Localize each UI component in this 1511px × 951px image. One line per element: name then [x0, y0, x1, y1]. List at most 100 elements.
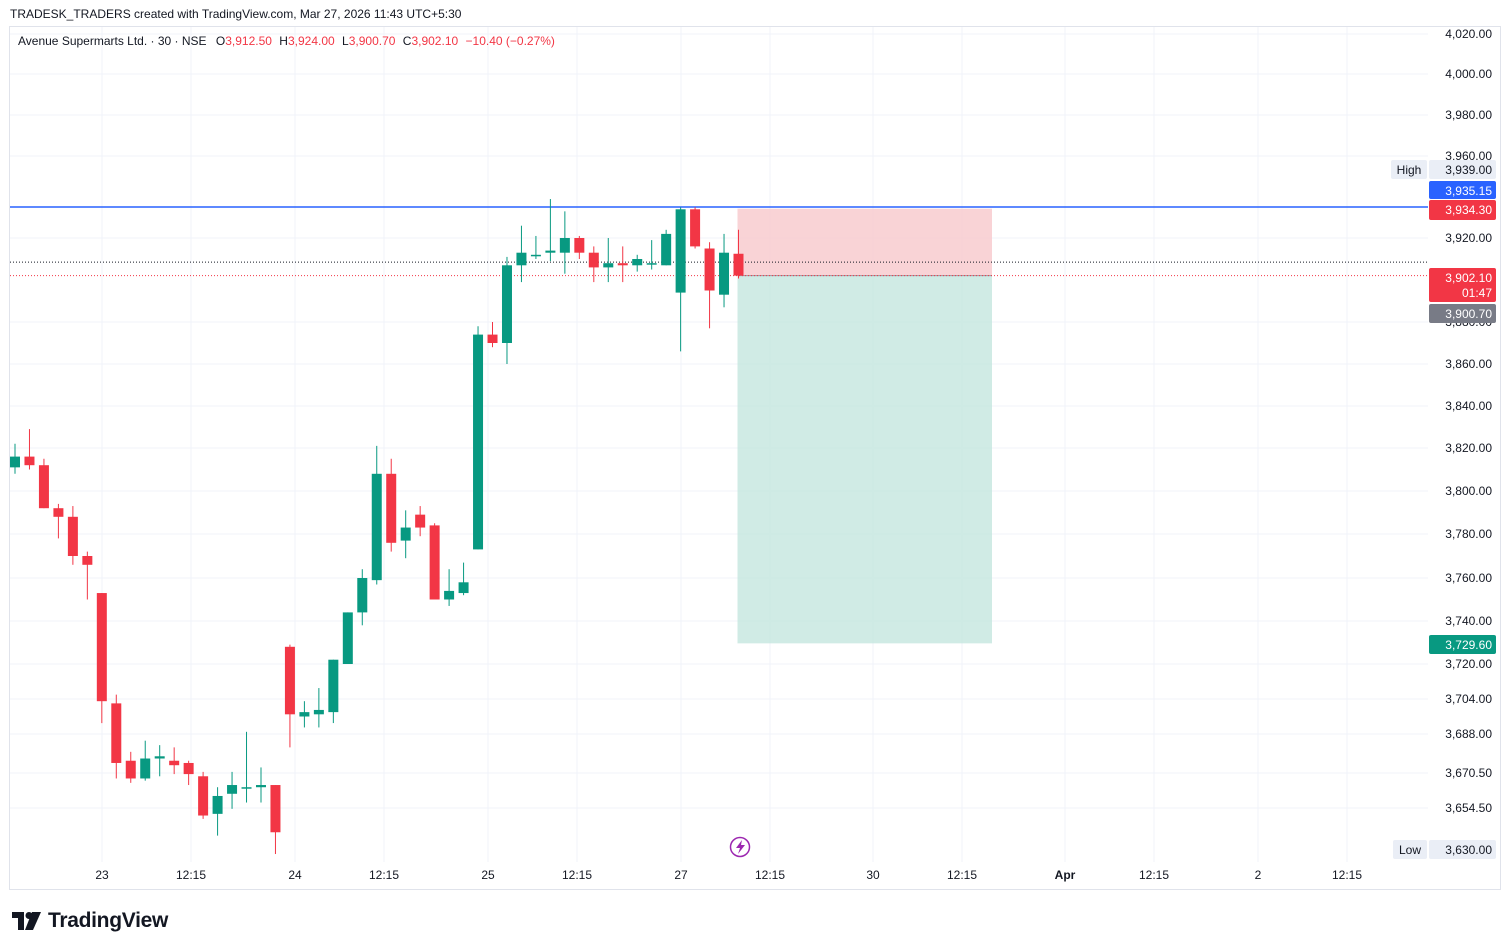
candle	[111, 694, 122, 779]
candle-body	[342, 612, 353, 664]
tradingview-wordmark: TradingView	[48, 909, 169, 932]
candle-body	[357, 578, 368, 613]
candle-body	[154, 756, 165, 759]
candle-body	[371, 473, 382, 581]
candle-body	[704, 248, 715, 291]
candle-body	[458, 582, 469, 594]
time-tick-label: 24	[288, 868, 302, 882]
candle-body	[661, 233, 672, 266]
candle	[328, 659, 339, 724]
candle-body	[386, 473, 397, 543]
candle	[444, 569, 455, 606]
candle	[96, 593, 107, 724]
tradingview-logo[interactable]: TradingView	[12, 908, 168, 934]
candle-body	[125, 760, 136, 779]
candle	[516, 225, 527, 283]
candlestick-chart[interactable]: 4,020.00 4,000.00 3,980.00 3,960.00 3,920.00…	[0, 0, 1511, 900]
candle	[429, 523, 440, 600]
candle	[284, 644, 295, 748]
candle	[255, 767, 266, 803]
candle-body	[646, 263, 657, 265]
high-value-badge-bg	[1429, 160, 1496, 179]
high-value-badge: 3,939.00	[1429, 160, 1496, 179]
time-tick-label: 25	[481, 868, 495, 882]
candle	[198, 771, 209, 819]
candle	[719, 233, 730, 308]
candle-body	[328, 659, 339, 713]
candle	[400, 510, 411, 559]
candle-body	[313, 709, 324, 715]
candle-body	[241, 787, 252, 789]
stop-badge-text: 3,934.30	[1445, 203, 1492, 217]
low-value-badge: 3,630.00	[1429, 840, 1496, 859]
candle	[690, 207, 701, 249]
candle	[386, 458, 397, 552]
target-badge-text: 3,729.60	[1445, 638, 1492, 652]
tradingview-mark-icon	[12, 912, 41, 930]
last-price-badge-text: 3,902.10	[1445, 271, 1492, 285]
high-tag-label: High	[1397, 163, 1422, 177]
candle-body	[212, 795, 223, 814]
candle-body	[169, 760, 180, 766]
candle	[501, 256, 512, 364]
candle-body	[719, 252, 730, 295]
time-tick-label: 12:15	[1332, 868, 1362, 882]
price-tick-label: 3,960.00	[1445, 149, 1492, 163]
symbol-legend: Avenue Supermarts Ltd. · 30 · NSE O3,912…	[18, 34, 555, 48]
open-value: 3,912.50	[225, 34, 272, 48]
time-tick-label: 2	[1255, 868, 1262, 882]
candle-body	[10, 456, 20, 468]
high-tag-bg	[1391, 160, 1427, 179]
candle	[487, 322, 498, 348]
candle-body	[444, 590, 455, 600]
price-tick-label: 3,840.00	[1445, 399, 1492, 413]
candle-body	[588, 252, 599, 268]
candle-body	[545, 250, 556, 253]
candle-body	[516, 252, 527, 266]
candle-body	[675, 209, 686, 293]
lightning-icon[interactable]	[729, 836, 751, 858]
candle	[82, 551, 93, 600]
close-value: 3,902.10	[411, 34, 459, 48]
candle	[458, 562, 469, 596]
candle	[661, 229, 672, 266]
low-tag-label: Low	[1399, 843, 1421, 857]
symbol-name: Avenue Supermarts Ltd. · 30 · NSE	[18, 34, 207, 48]
candle	[299, 701, 310, 728]
bar-low-badge-bg	[1429, 304, 1496, 323]
price-tick-label: 4,000.00	[1445, 67, 1492, 81]
candle-body	[227, 785, 238, 794]
price-tick-label: 3,688.00	[1445, 727, 1492, 741]
target-badge: 3,729.60	[1429, 635, 1496, 654]
candle-body	[617, 263, 628, 266]
candle-body	[603, 263, 614, 268]
candle	[125, 751, 136, 783]
candle	[473, 326, 484, 550]
price-tick-label: 3,860.00	[1445, 357, 1492, 371]
candle-body	[198, 776, 209, 816]
candle	[545, 199, 556, 262]
candle	[270, 785, 281, 855]
time-tick-label: Apr	[1055, 868, 1076, 882]
price-tick-label: 4,020.00	[1445, 27, 1492, 41]
candle-body	[284, 646, 295, 715]
target-badge-bg	[1429, 635, 1496, 654]
time-tick-label: 12:15	[562, 868, 592, 882]
candle-body	[183, 762, 194, 775]
candle	[617, 246, 628, 283]
candle-body	[487, 334, 498, 343]
candle	[371, 445, 382, 585]
candle	[227, 771, 238, 809]
candle	[24, 429, 35, 470]
candle-body	[140, 758, 151, 779]
time-tick-label: 23	[95, 868, 109, 882]
price-tick-label: 3,980.00	[1445, 108, 1492, 122]
candle	[733, 229, 744, 279]
candle-body	[690, 209, 701, 247]
price-tick-label: 3,670.50	[1445, 766, 1492, 780]
stop-badge-bg	[1429, 200, 1496, 220]
time-tick-label: 30	[866, 868, 880, 882]
time-axis: 23 12:15 24 12:15 25 12:15 27 12:15 30 12:15 Apr 12…	[95, 868, 1362, 882]
high-value-badge-text: 3,939.00	[1445, 163, 1492, 177]
candle-body	[733, 253, 744, 276]
